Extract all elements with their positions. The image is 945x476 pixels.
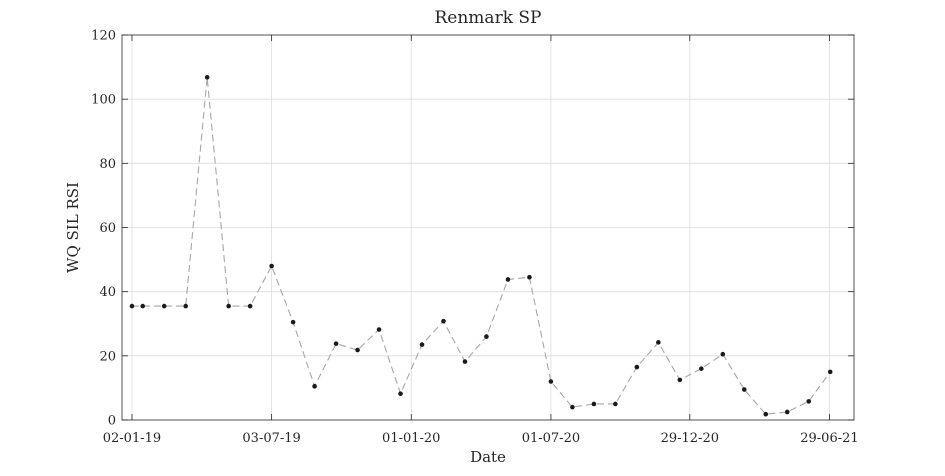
- data-point: [699, 366, 704, 371]
- y-axis-title: WQ SIL RSI: [64, 182, 82, 273]
- data-point: [441, 318, 446, 324]
- data-point: [398, 391, 403, 396]
- data-point: [570, 404, 575, 410]
- x-tick-label: 29-06-21: [800, 431, 858, 446]
- data-point: [204, 75, 210, 80]
- grid-lines: [122, 35, 854, 420]
- x-tick-label: 02-01-19: [103, 431, 161, 446]
- x-tick-label: 03-07-19: [242, 431, 300, 446]
- data-point: [312, 384, 317, 389]
- series-line: [131, 77, 831, 415]
- data-point: [720, 351, 726, 357]
- data-point: [183, 303, 188, 309]
- data-point: [548, 379, 554, 384]
- y-tick-label: 120: [91, 29, 116, 44]
- chart-title: Renmark SP: [435, 8, 542, 28]
- data-point: [462, 359, 468, 364]
- data-point: [140, 303, 146, 309]
- data-point: [591, 401, 597, 407]
- data-point: [484, 334, 489, 339]
- data-point: [827, 369, 833, 375]
- y-tick-label: 40: [99, 285, 116, 300]
- y-tick-label: 60: [99, 221, 116, 236]
- data-point: [527, 274, 532, 280]
- x-tick-label: 29-12-20: [661, 431, 719, 446]
- data-point: [290, 319, 296, 325]
- x-tick-label: 01-07-20: [522, 431, 580, 446]
- y-tick-label: 20: [99, 349, 116, 364]
- data-point: [333, 341, 339, 346]
- data-point: [763, 411, 769, 417]
- data-point: [656, 340, 661, 345]
- data-point: [269, 263, 274, 269]
- data-point: [613, 401, 618, 407]
- data-point: [355, 347, 360, 353]
- data-point: [129, 303, 135, 309]
- y-tick-label: 80: [99, 157, 116, 172]
- data-point: [247, 303, 253, 309]
- x-axis-title: Date: [470, 448, 506, 466]
- data-point: [677, 377, 683, 383]
- data-point: [634, 364, 640, 370]
- x-tick-label: 01-01-20: [382, 431, 440, 446]
- data-point: [226, 303, 231, 309]
- series-layer: [129, 75, 833, 417]
- data-point: [505, 277, 511, 282]
- data-point: [161, 303, 167, 309]
- data-point: [784, 409, 790, 415]
- y-tick-label: 0: [108, 414, 116, 429]
- data-point: [741, 387, 747, 392]
- data-point: [419, 342, 425, 347]
- y-tick-label: 100: [91, 93, 116, 108]
- axis-ticks: 0 20 40 60 80 100 120 02-01-19 03-07-19 01-01-20 0…: [91, 29, 858, 447]
- data-point: [806, 399, 812, 404]
- data-point: [376, 327, 382, 332]
